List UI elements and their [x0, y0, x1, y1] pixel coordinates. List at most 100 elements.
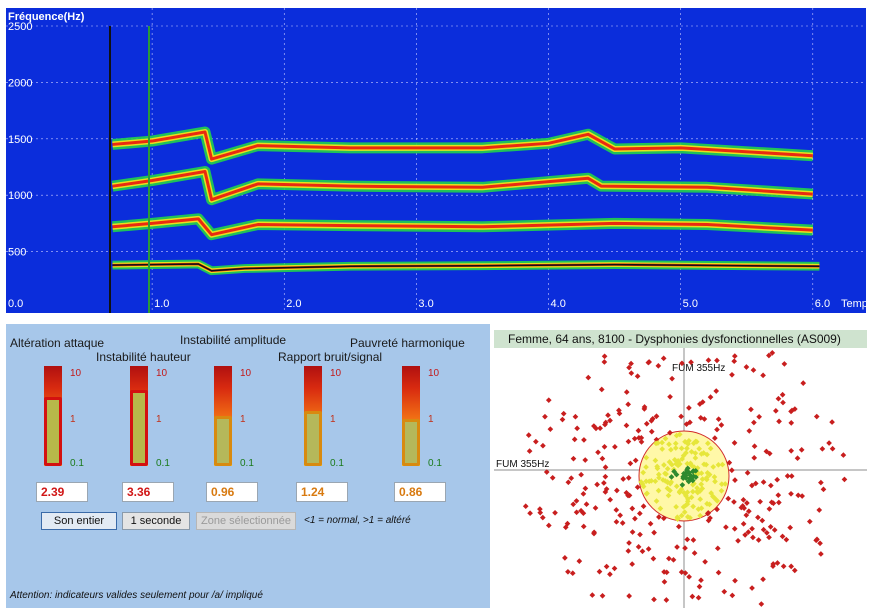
outer-point [578, 471, 584, 478]
outer-point [653, 413, 660, 420]
outer-point [770, 561, 777, 567]
selected-zone-button[interactable]: Zone sélectionnée [196, 512, 296, 530]
gauge-tick-label: 1 [330, 414, 336, 425]
outer-point [650, 555, 657, 562]
inner-point [719, 461, 726, 468]
inner-point [673, 432, 680, 439]
outer-point [545, 522, 552, 529]
outer-point [675, 523, 682, 530]
outer-point [725, 495, 732, 502]
outer-point [773, 407, 779, 414]
outer-point [625, 492, 631, 499]
outer-point [640, 503, 647, 510]
gauge-level [130, 390, 148, 466]
outer-point [714, 506, 720, 513]
outer-point [714, 426, 720, 433]
outer-point [643, 420, 650, 427]
x-axis-title: Temps [841, 298, 866, 310]
outer-point [780, 563, 787, 570]
gauge-tick-label: 0.1 [70, 458, 84, 469]
core-point [671, 468, 677, 475]
outer-point [763, 448, 770, 455]
outer-point [820, 486, 827, 493]
outer-point [759, 517, 766, 524]
outer-point [637, 531, 643, 538]
core-point [685, 478, 692, 485]
outer-point [560, 410, 567, 417]
outer-point [715, 416, 722, 423]
outer-point [539, 514, 546, 521]
inner-point [718, 481, 725, 487]
outer-point [735, 537, 741, 544]
gauge-5: 10 1 0.1 [402, 366, 442, 469]
outer-point [775, 395, 782, 402]
inner-point [704, 500, 710, 507]
outer-point [771, 527, 778, 533]
outer-point [714, 357, 720, 364]
outer-point [591, 423, 597, 429]
gauge-3: 10 1 0.1 [214, 366, 254, 469]
scatter-plot[interactable]: FUM 355Hz FUM 355Hz [494, 348, 867, 608]
inner-point [698, 470, 705, 477]
spectrogram-panel[interactable]: 2500 2000 1500 1000 500 0.0 1.0 2.0 3.0 4.0 5.0 6.0… [6, 8, 866, 313]
outer-point [635, 543, 642, 550]
outer-point [776, 499, 782, 506]
inner-point [673, 504, 679, 510]
outer-point [689, 593, 696, 600]
outer-point [729, 371, 735, 378]
outer-point [718, 422, 725, 428]
outer-point [686, 574, 692, 580]
outer-point [605, 412, 611, 419]
scatter-panel: Femme, 64 ans, 8100 - Dysphonies dysfonc… [494, 330, 867, 608]
outer-point [707, 515, 713, 521]
inner-point [707, 445, 714, 452]
outer-point [729, 592, 736, 599]
inner-point [708, 490, 714, 496]
spectrogram-chart[interactable]: 2500 2000 1500 1000 500 0.0 1.0 2.0 3.0 4.0 5.0 6.0… [6, 8, 866, 313]
gauge-tick-label: 10 [240, 368, 252, 379]
outer-point [645, 546, 652, 552]
outer-point [549, 474, 556, 481]
outer-point [780, 399, 786, 406]
outer-point [597, 425, 603, 432]
outer-point [625, 401, 632, 408]
outer-point [639, 548, 646, 555]
outer-point [632, 457, 639, 464]
validity-warning: Attention: indicateurs valides seulement… [10, 590, 263, 601]
outer-point [601, 480, 607, 486]
outer-point [704, 510, 711, 517]
outer-point [788, 447, 795, 454]
outer-point [594, 481, 600, 488]
outer-point [634, 373, 641, 380]
core-point [679, 482, 686, 488]
outer-point [619, 520, 626, 526]
outer-point [569, 570, 576, 577]
outer-point [751, 455, 758, 461]
outer-point [774, 560, 781, 566]
one-second-button[interactable]: 1 seconde [122, 512, 190, 530]
outer-point [613, 518, 620, 525]
outer-point [732, 577, 738, 584]
outer-point [731, 440, 738, 446]
label-harmonic: Pauvreté harmonique [350, 336, 465, 350]
outer-point [674, 544, 680, 550]
inner-point [684, 445, 690, 452]
inner-point [694, 488, 700, 495]
outer-point [814, 536, 820, 543]
outer-point [795, 492, 802, 499]
scale-legend: <1 = normal, >1 = altéré [304, 515, 411, 526]
outer-point [813, 413, 820, 420]
outer-point [760, 372, 766, 379]
gauge-tick-label: 0.1 [330, 458, 344, 469]
outer-point [585, 374, 592, 381]
outer-point [731, 358, 738, 365]
whole-sound-button[interactable]: Son entier [41, 512, 117, 530]
outer-point [715, 569, 722, 576]
outer-point [739, 503, 746, 509]
value-noise: 1.24 [296, 482, 348, 502]
outer-point [525, 432, 532, 438]
inner-point [674, 516, 681, 522]
value-harmonic: 0.86 [394, 482, 446, 502]
spectrogram-axis-labels: 2500 2000 1500 1000 500 0.0 1.0 2.0 3.0 4.0 5.0 6.0 [8, 21, 830, 310]
outer-point [755, 514, 761, 521]
